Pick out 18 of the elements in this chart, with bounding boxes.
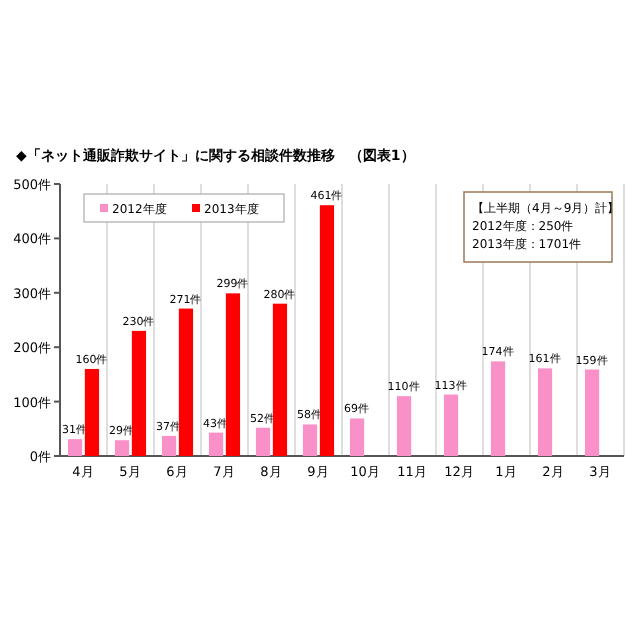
bar — [443, 394, 459, 456]
bar — [272, 303, 288, 456]
bar — [584, 369, 600, 456]
bar — [490, 361, 506, 456]
bar — [255, 427, 271, 456]
bar — [396, 396, 412, 456]
bar — [208, 432, 224, 456]
bar — [114, 440, 130, 456]
bar — [67, 439, 83, 456]
bar — [319, 205, 335, 456]
bar — [161, 435, 177, 456]
bar — [84, 368, 100, 456]
bar — [225, 293, 241, 456]
bar — [537, 368, 553, 456]
bar — [178, 308, 194, 456]
bar — [349, 418, 365, 456]
bar — [131, 330, 147, 456]
bar — [302, 424, 318, 456]
